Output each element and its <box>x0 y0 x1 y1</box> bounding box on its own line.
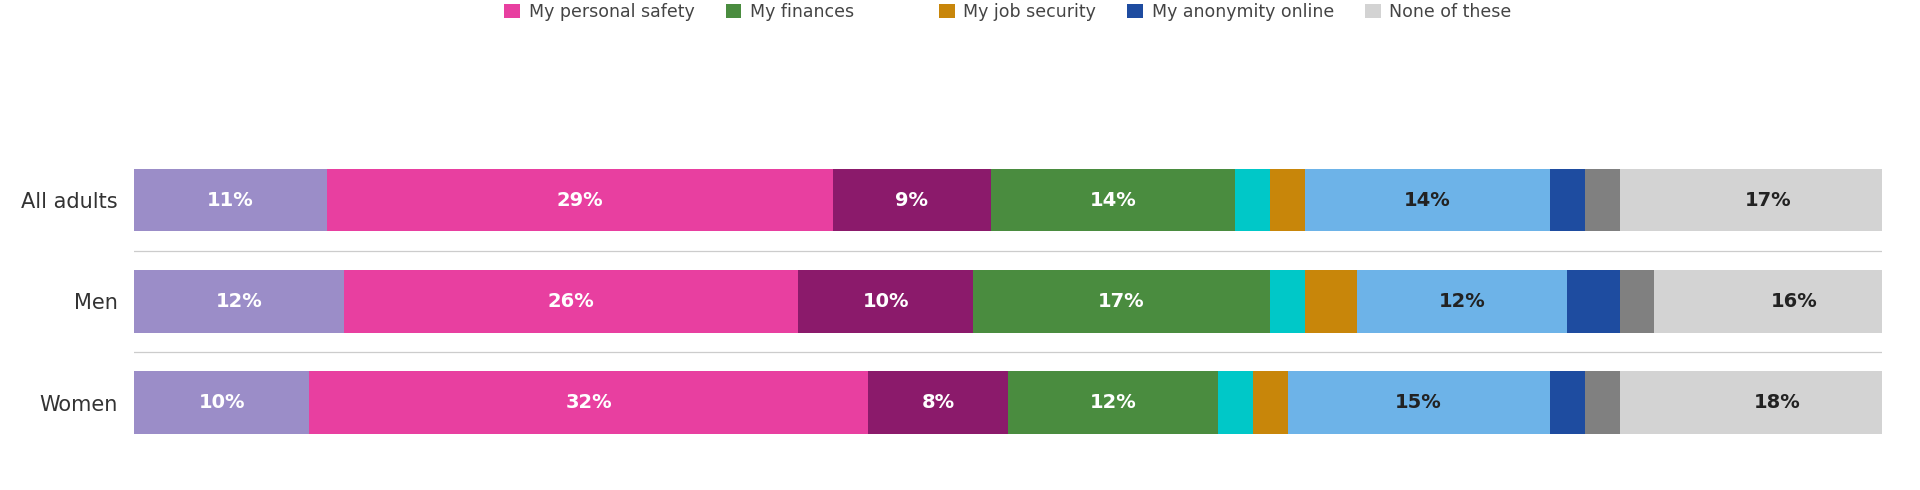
Text: 10%: 10% <box>198 393 246 412</box>
Text: 26%: 26% <box>547 292 595 311</box>
Text: 12%: 12% <box>1089 393 1137 412</box>
Bar <box>1620 371 1920 434</box>
Text: 17%: 17% <box>1098 292 1144 311</box>
Text: 16%: 16% <box>1770 292 1818 311</box>
Bar <box>1584 371 1619 434</box>
Bar <box>1271 169 1306 231</box>
Text: 10%: 10% <box>862 292 908 311</box>
Bar <box>1271 270 1306 333</box>
Text: 14%: 14% <box>1404 191 1452 210</box>
Bar <box>1306 270 1357 333</box>
Legend: My identity, My personal safety, My family's safety, My finances, My reputation,: My identity, My personal safety, My fami… <box>505 0 1511 21</box>
Text: 15%: 15% <box>1396 393 1442 412</box>
Bar <box>1252 371 1288 434</box>
Bar <box>344 270 799 333</box>
Bar <box>1217 371 1252 434</box>
Bar <box>326 169 833 231</box>
Bar <box>1306 169 1549 231</box>
Text: 12%: 12% <box>215 292 263 311</box>
Bar <box>1620 270 1655 333</box>
Bar <box>1567 270 1619 333</box>
Bar <box>134 169 326 231</box>
Text: 32%: 32% <box>564 393 612 412</box>
Text: 8%: 8% <box>922 393 954 412</box>
Bar <box>799 270 973 333</box>
Bar <box>1357 270 1567 333</box>
Bar <box>134 371 309 434</box>
Text: 17%: 17% <box>1745 191 1791 210</box>
Bar <box>973 270 1271 333</box>
Bar <box>833 169 991 231</box>
Bar <box>1584 169 1619 231</box>
Bar <box>309 371 868 434</box>
Bar <box>134 270 344 333</box>
Bar <box>991 169 1235 231</box>
Bar <box>1008 371 1217 434</box>
Text: 12%: 12% <box>1438 292 1486 311</box>
Text: 29%: 29% <box>557 191 603 210</box>
Text: 18%: 18% <box>1753 393 1801 412</box>
Bar <box>1549 169 1584 231</box>
Text: 9%: 9% <box>895 191 929 210</box>
Text: 11%: 11% <box>207 191 253 210</box>
Bar <box>1235 169 1271 231</box>
Bar <box>1655 270 1920 333</box>
Text: 14%: 14% <box>1089 191 1137 210</box>
Bar <box>1620 169 1916 231</box>
Bar <box>1549 371 1584 434</box>
Bar <box>1288 371 1549 434</box>
Bar <box>868 371 1008 434</box>
